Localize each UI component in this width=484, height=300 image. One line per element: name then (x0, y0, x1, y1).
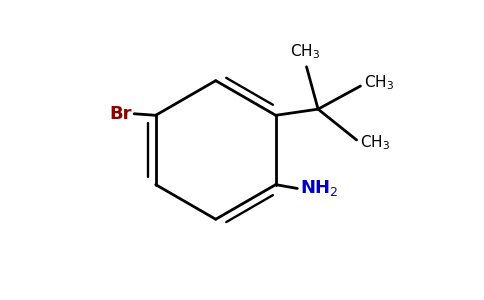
Text: Br: Br (109, 105, 132, 123)
Text: CH$_3$: CH$_3$ (360, 134, 390, 152)
Text: NH$_2$: NH$_2$ (300, 178, 338, 199)
Text: CH$_3$: CH$_3$ (363, 74, 393, 92)
Text: CH$_3$: CH$_3$ (290, 42, 320, 61)
